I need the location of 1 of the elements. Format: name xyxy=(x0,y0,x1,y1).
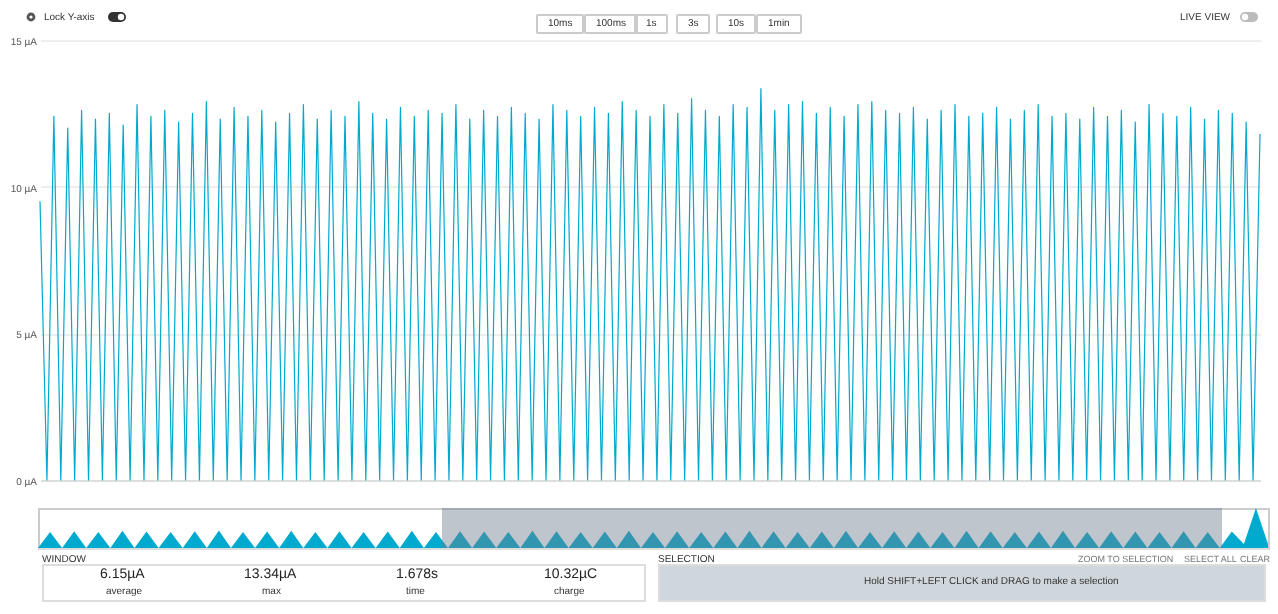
line-series xyxy=(39,88,1261,481)
